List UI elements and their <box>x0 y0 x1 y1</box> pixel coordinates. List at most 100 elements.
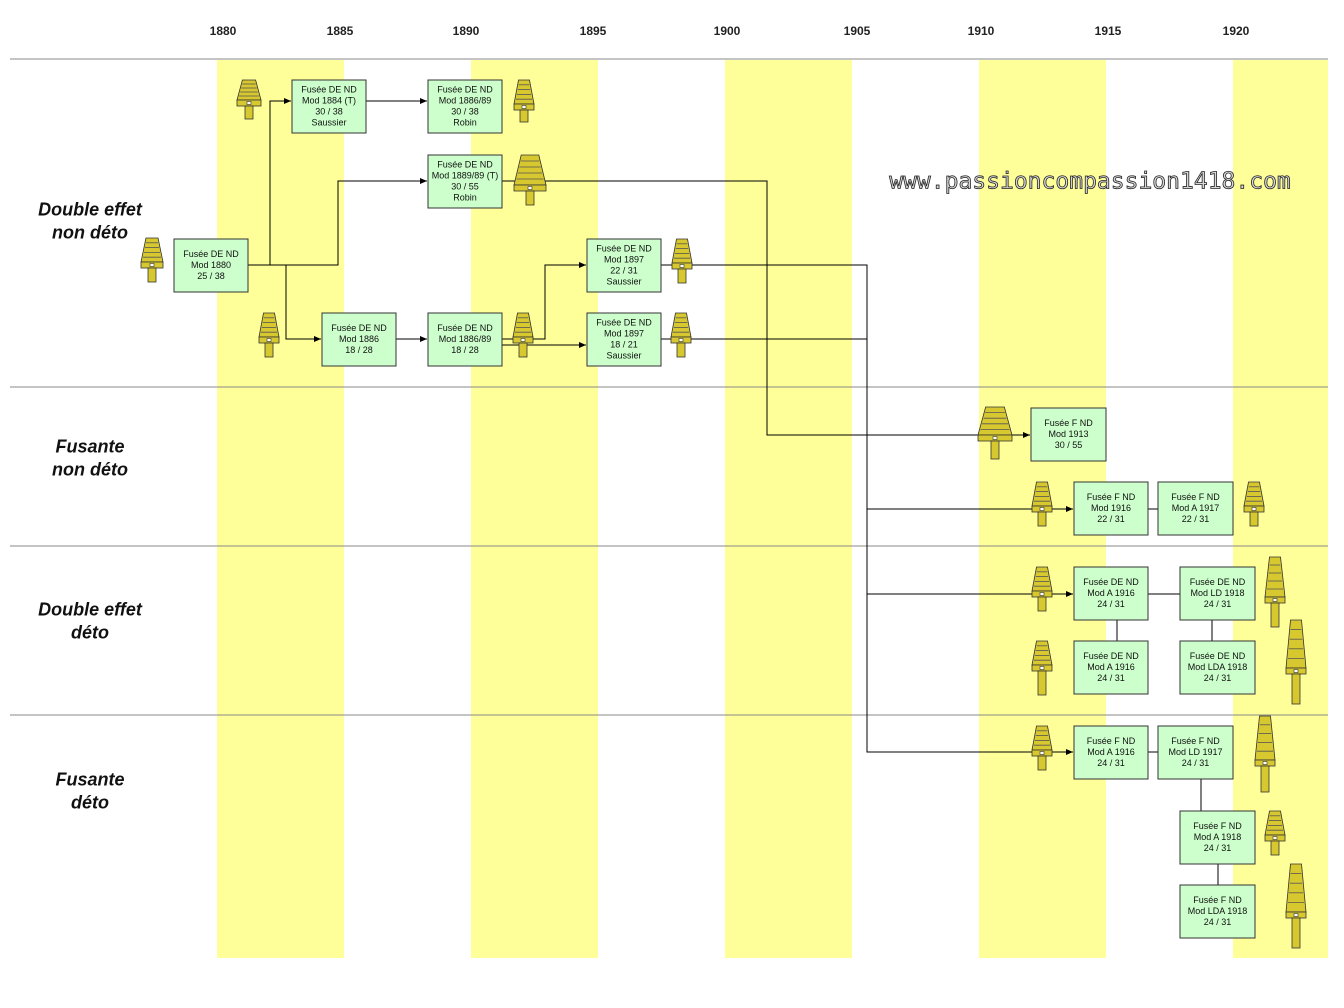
box-frame <box>1073 725 1149 780</box>
fuse-stem <box>1291 917 1301 949</box>
box-text: Fusée F ND <box>1171 492 1220 502</box>
year-label: 1905 <box>844 24 871 38</box>
box-text: Saussier <box>311 117 346 127</box>
box-text: 18 / 21 <box>610 339 638 349</box>
box-text: Mod 1884 (T) <box>302 95 356 105</box>
box-text: Fusée DE ND <box>1083 577 1139 587</box>
box-text: Mod A 1916 <box>1087 588 1135 598</box>
box-text: 30 / 38 <box>315 106 343 116</box>
fuse-icon <box>1243 481 1265 527</box>
fuse-stem <box>147 267 157 283</box>
box-text: Fusée F ND <box>1087 492 1136 502</box>
box-frame <box>427 154 503 209</box>
row-label: Fusante <box>55 436 124 456</box>
fuse-icon <box>236 79 262 120</box>
fuse-icon <box>1285 863 1307 949</box>
box-text: 18 / 28 <box>451 345 479 355</box>
box-text: Mod 1886/89 <box>439 334 492 344</box>
fuse-stem <box>1260 765 1270 793</box>
box-text: Mod 1886/89 <box>439 95 492 105</box>
box-text: Fusée DE ND <box>437 323 493 333</box>
fuse-window <box>246 101 252 105</box>
box-frame <box>1179 810 1256 865</box>
box-text: Fusée F ND <box>1044 418 1093 428</box>
box-text: 24 / 31 <box>1204 843 1232 853</box>
year-label: 1880 <box>210 24 237 38</box>
box-text: Fusée DE ND <box>437 159 493 169</box>
box-text: Saussier <box>606 350 641 360</box>
box-text: Mod 1880 <box>191 260 231 270</box>
box-frame <box>1030 407 1107 462</box>
fuse-stem <box>990 440 1000 460</box>
fuse-window <box>679 264 685 268</box>
fuse-stem <box>1037 511 1047 527</box>
box-text: Mod 1897 <box>604 254 644 264</box>
fuse-stem <box>1037 670 1047 696</box>
fuse-icon <box>513 79 535 123</box>
row-label: Double effet <box>38 599 143 619</box>
fuse-cone <box>140 237 164 263</box>
fuse-icon <box>1031 640 1053 696</box>
year-label: 1895 <box>580 24 607 38</box>
fuse-icon <box>670 312 692 358</box>
box-frame <box>586 238 662 293</box>
box-text: 30 / 55 <box>451 181 479 191</box>
fuse-stem <box>519 109 529 123</box>
fuse-cone <box>671 238 693 264</box>
box-text: 24 / 31 <box>1097 673 1125 683</box>
box-frame <box>1073 640 1149 695</box>
box-frame <box>1179 566 1256 621</box>
fuse-icon <box>1264 556 1286 628</box>
box-frame <box>1073 566 1149 621</box>
fuse-icon <box>1031 725 1053 771</box>
fuse-window <box>266 338 272 342</box>
fuse-stem <box>1249 511 1259 527</box>
fuse-stem <box>264 342 274 358</box>
row-label: déto <box>71 792 109 812</box>
box-text: Fusée DE ND <box>331 323 387 333</box>
fuse-window <box>1293 913 1299 917</box>
fuse-window <box>1272 836 1278 840</box>
box-frame <box>173 238 249 293</box>
fuse-window <box>1251 507 1257 511</box>
box-text: 22 / 31 <box>1182 514 1210 524</box>
box-text: Fusée F ND <box>1171 736 1220 746</box>
year-label: 1890 <box>453 24 480 38</box>
box-text: 24 / 31 <box>1204 599 1232 609</box>
box-text: 24 / 31 <box>1097 599 1125 609</box>
fuse-window <box>527 186 533 190</box>
year-label: 1915 <box>1095 24 1122 38</box>
box-text: Fusée F ND <box>1193 821 1242 831</box>
fuse-icon <box>1285 619 1307 705</box>
box-frame <box>1073 481 1149 536</box>
fuse-icon <box>513 154 547 206</box>
row-label: non déto <box>52 459 128 479</box>
year-label: 1900 <box>714 24 741 38</box>
watermark: www.passioncompassion1418.com <box>889 169 1291 195</box>
fuse-window <box>1262 761 1268 765</box>
box-frame <box>586 312 662 367</box>
box-text: 24 / 31 <box>1182 758 1210 768</box>
box-text: Mod 1889/89 (T) <box>432 170 499 180</box>
fuse-stem <box>244 105 254 120</box>
fuse-icon <box>671 238 693 284</box>
box-text: 24 / 31 <box>1204 917 1232 927</box>
box-text: Mod LDA 1918 <box>1188 906 1248 916</box>
fuse-stem <box>1291 673 1301 705</box>
box-text: Mod A 1916 <box>1087 662 1135 672</box>
box-frame <box>1179 640 1256 695</box>
box-text: 25 / 38 <box>197 271 225 281</box>
fuse-window <box>149 263 155 267</box>
fuse-stem <box>1270 602 1280 628</box>
box-text: Mod 1886 <box>339 334 379 344</box>
